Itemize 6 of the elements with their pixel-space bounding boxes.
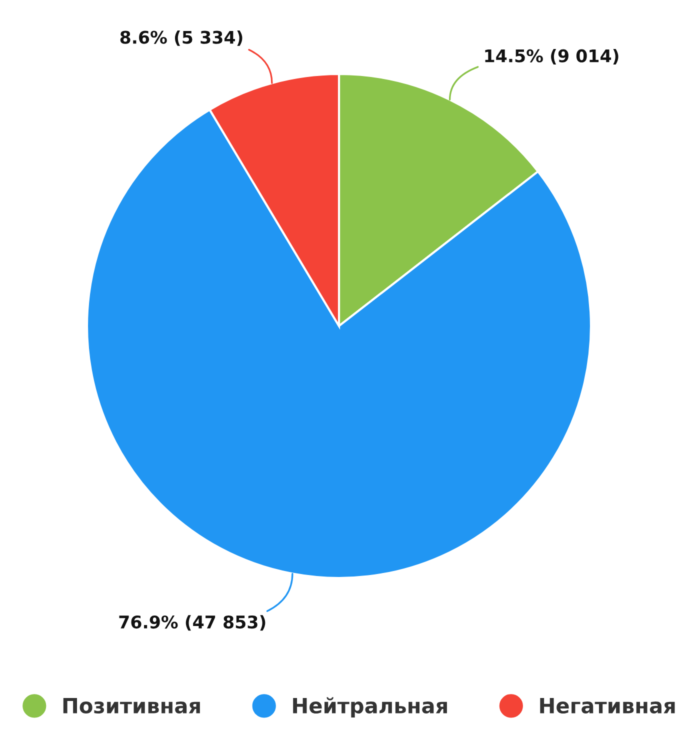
data-label: 14.5% (9 014) — [485, 49, 618, 64]
legend-label: Негативная — [540, 698, 675, 714]
legend-label: Позитивная — [63, 698, 200, 714]
data-label: 8.6% (5 334) — [120, 30, 242, 46]
data-label: 76.9% (47 853) — [119, 615, 266, 631]
legend-label: Нейтральная — [293, 697, 447, 718]
